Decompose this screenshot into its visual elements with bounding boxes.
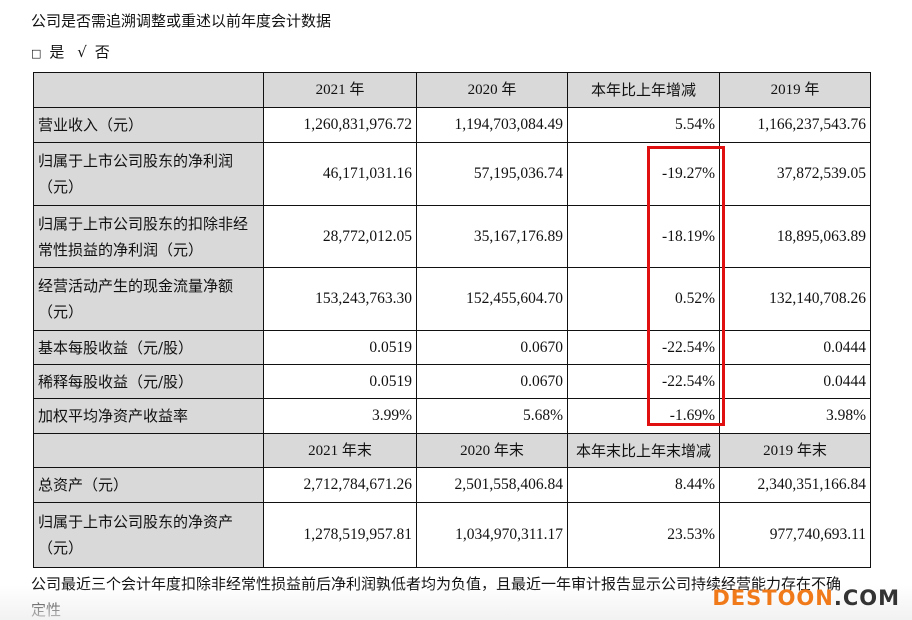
cell-2019: 1,166,237,543.76 — [719, 107, 871, 143]
header-cell-blank — [33, 433, 264, 468]
cell-change: 5.54% — [567, 107, 720, 143]
cell-change: -1.69% — [567, 398, 720, 434]
table-row: 归属于上市公司股东的净利润（元） 46,171,031.16 57,195,03… — [33, 142, 871, 206]
financial-data-table: 2021 年 2020 年 本年比上年增减 2019 年 营业收入（元） 1,2… — [33, 72, 871, 568]
header-cell-2020: 2020 年 — [416, 72, 568, 108]
header-cell-change: 本年比上年增减 — [567, 72, 720, 108]
cell-2019: 0.0444 — [719, 364, 871, 399]
cell-change: 0.52% — [567, 267, 720, 331]
row-label: 基本每股收益（元/股） — [33, 330, 264, 365]
row-label: 归属于上市公司股东的净资产（元） — [33, 502, 264, 568]
cell-2019: 2,340,351,166.84 — [719, 467, 871, 503]
cell-2020: 35,167,176.89 — [416, 205, 568, 268]
cell-2020: 152,455,604.70 — [416, 267, 568, 331]
row-label: 归属于上市公司股东的净利润（元） — [33, 142, 264, 206]
header-cell-blank — [33, 72, 264, 108]
row-label: 归属于上市公司股东的扣除非经常性损益的净利润（元） — [33, 205, 264, 268]
cell-2021: 1,278,519,957.81 — [263, 502, 417, 568]
option-yes-label: 是 — [49, 43, 65, 61]
table-row: 基本每股收益（元/股） 0.0519 0.0670 -22.54% 0.0444 — [33, 330, 871, 365]
header-cell-change-end: 本年末比上年末增减 — [567, 433, 720, 468]
header-cell-2019-end: 2019 年末 — [719, 433, 871, 468]
table-row: 归属于上市公司股东的净资产（元） 1,278,519,957.81 1,034,… — [33, 502, 871, 568]
cell-2020: 1,034,970,311.17 — [416, 502, 568, 568]
watermark-brand: DESTOON — [712, 586, 834, 610]
checkbox-unchecked-icon: □ — [31, 47, 42, 60]
cell-2021: 28,772,012.05 — [263, 205, 417, 268]
cell-2020: 1,194,703,084.49 — [416, 107, 568, 143]
table-row: 总资产（元） 2,712,784,671.26 2,501,558,406.84… — [33, 467, 871, 503]
cell-2019: 0.0444 — [719, 330, 871, 365]
cell-change: 8.44% — [567, 467, 720, 503]
checkmark-icon: √ — [77, 43, 87, 61]
cell-2020: 0.0670 — [416, 364, 568, 399]
table-row: 稀释每股收益（元/股） 0.0519 0.0670 -22.54% 0.0444 — [33, 364, 871, 399]
cell-2019: 37,872,539.05 — [719, 142, 871, 206]
option-no-label: 否 — [94, 43, 110, 61]
header-cell-2020-end: 2020 年末 — [416, 433, 568, 468]
cell-2020: 0.0670 — [416, 330, 568, 365]
cell-2020: 57,195,036.74 — [416, 142, 568, 206]
cell-2021: 2,712,784,671.26 — [263, 467, 417, 503]
header-cell-2021: 2021 年 — [263, 72, 417, 108]
cell-2021: 1,260,831,976.72 — [263, 107, 417, 143]
cell-change: -22.54% — [567, 330, 720, 365]
restatement-options: □ 是 √ 否 — [31, 42, 118, 64]
cell-2021: 0.0519 — [263, 330, 417, 365]
cell-change: -19.27% — [567, 142, 720, 206]
table-row: 营业收入（元） 1,260,831,976.72 1,194,703,084.4… — [33, 107, 871, 143]
table-header-row: 2021 年 2020 年 本年比上年增减 2019 年 — [33, 72, 871, 108]
cell-2021: 46,171,031.16 — [263, 142, 417, 206]
cell-2021: 3.99% — [263, 398, 417, 434]
row-label: 经营活动产生的现金流量净额（元） — [33, 267, 264, 331]
section-heading: 公司是否需追溯调整或重述以前年度会计数据 — [31, 12, 332, 30]
cell-2020: 2,501,558,406.84 — [416, 467, 568, 503]
header-cell-2021-end: 2021 年末 — [263, 433, 417, 468]
cell-2019: 132,140,708.26 — [719, 267, 871, 331]
cell-2021: 153,243,763.30 — [263, 267, 417, 331]
row-label: 加权平均净资产收益率 — [33, 398, 264, 434]
row-label: 总资产（元） — [33, 467, 264, 503]
watermark-domain: .COM — [833, 586, 900, 610]
row-label: 营业收入（元） — [33, 107, 264, 143]
cell-change: -22.54% — [567, 364, 720, 399]
table-row: 归属于上市公司股东的扣除非经常性损益的净利润（元） 28,772,012.05 … — [33, 205, 871, 268]
footer-text-line2: 定性 — [31, 601, 62, 619]
row-label: 稀释每股收益（元/股） — [33, 364, 264, 399]
watermark-logo: DESTOON.COM — [712, 586, 900, 610]
cell-2019: 977,740,693.11 — [719, 502, 871, 568]
table-row: 加权平均净资产收益率 3.99% 5.68% -1.69% 3.98% — [33, 398, 871, 434]
header-cell-2019: 2019 年 — [719, 72, 871, 108]
cell-change: -18.19% — [567, 205, 720, 268]
cell-2019: 18,895,063.89 — [719, 205, 871, 268]
cell-2021: 0.0519 — [263, 364, 417, 399]
table-row: 经营活动产生的现金流量净额（元） 153,243,763.30 152,455,… — [33, 267, 871, 331]
cell-2020: 5.68% — [416, 398, 568, 434]
cell-change: 23.53% — [567, 502, 720, 568]
table-subheader-row: 2021 年末 2020 年末 本年末比上年末增减 2019 年末 — [33, 433, 871, 468]
cell-2019: 3.98% — [719, 398, 871, 434]
